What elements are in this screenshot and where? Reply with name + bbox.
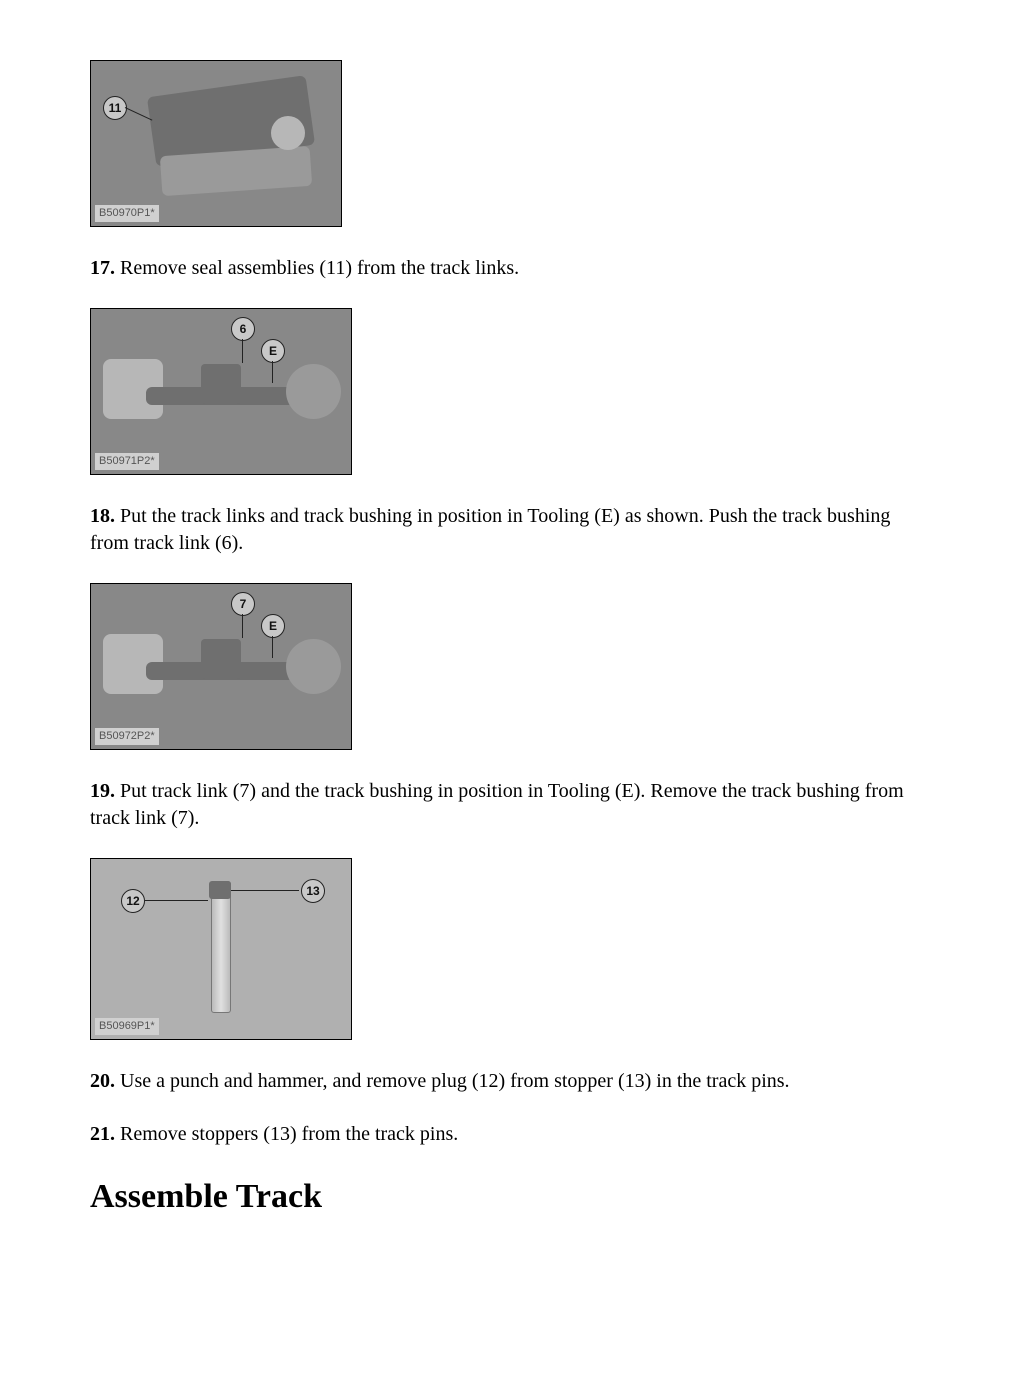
callout-e: E	[261, 339, 285, 363]
figure-id-label: B50969P1*	[95, 1018, 159, 1035]
step-number: 20.	[90, 1070, 115, 1092]
figure-id-label: B50972P2*	[95, 728, 159, 745]
callout-12: 12	[121, 889, 145, 913]
callout-e: E	[261, 614, 285, 638]
step-18: 18. Put the track links and track bushin…	[90, 503, 934, 557]
figure-b50970p1: 11 B50970P1*	[90, 60, 342, 227]
step-19: 19. Put track link (7) and the track bus…	[90, 778, 934, 832]
figure-id-label: B50971P2*	[95, 453, 159, 470]
step-text: Use a punch and hammer, and remove plug …	[115, 1070, 790, 1092]
figure-b50972p2: 7 E B50972P2*	[90, 583, 352, 750]
step-number: 18.	[90, 505, 115, 527]
figure-b50969p1: 12 13 B50969P1*	[90, 858, 352, 1040]
step-text: Put track link (7) and the track bushing…	[90, 780, 904, 829]
section-heading-assemble-track: Assemble Track	[90, 1174, 934, 1220]
step-text: Put the track links and track bushing in…	[90, 505, 890, 554]
step-number: 17.	[90, 257, 115, 279]
callout-13: 13	[301, 879, 325, 903]
figure-id-label: B50970P1*	[95, 205, 159, 222]
callout-7: 7	[231, 592, 255, 616]
step-21: 21. Remove stoppers (13) from the track …	[90, 1121, 934, 1148]
step-number: 21.	[90, 1123, 115, 1145]
step-number: 19.	[90, 780, 115, 802]
callout-11: 11	[103, 96, 127, 120]
step-text: Remove stoppers (13) from the track pins…	[115, 1123, 458, 1145]
step-20: 20. Use a punch and hammer, and remove p…	[90, 1068, 934, 1095]
figure-b50971p2: 6 E B50971P2*	[90, 308, 352, 475]
callout-6: 6	[231, 317, 255, 341]
step-17: 17. Remove seal assemblies (11) from the…	[90, 255, 934, 282]
step-text: Remove seal assemblies (11) from the tra…	[115, 257, 519, 279]
